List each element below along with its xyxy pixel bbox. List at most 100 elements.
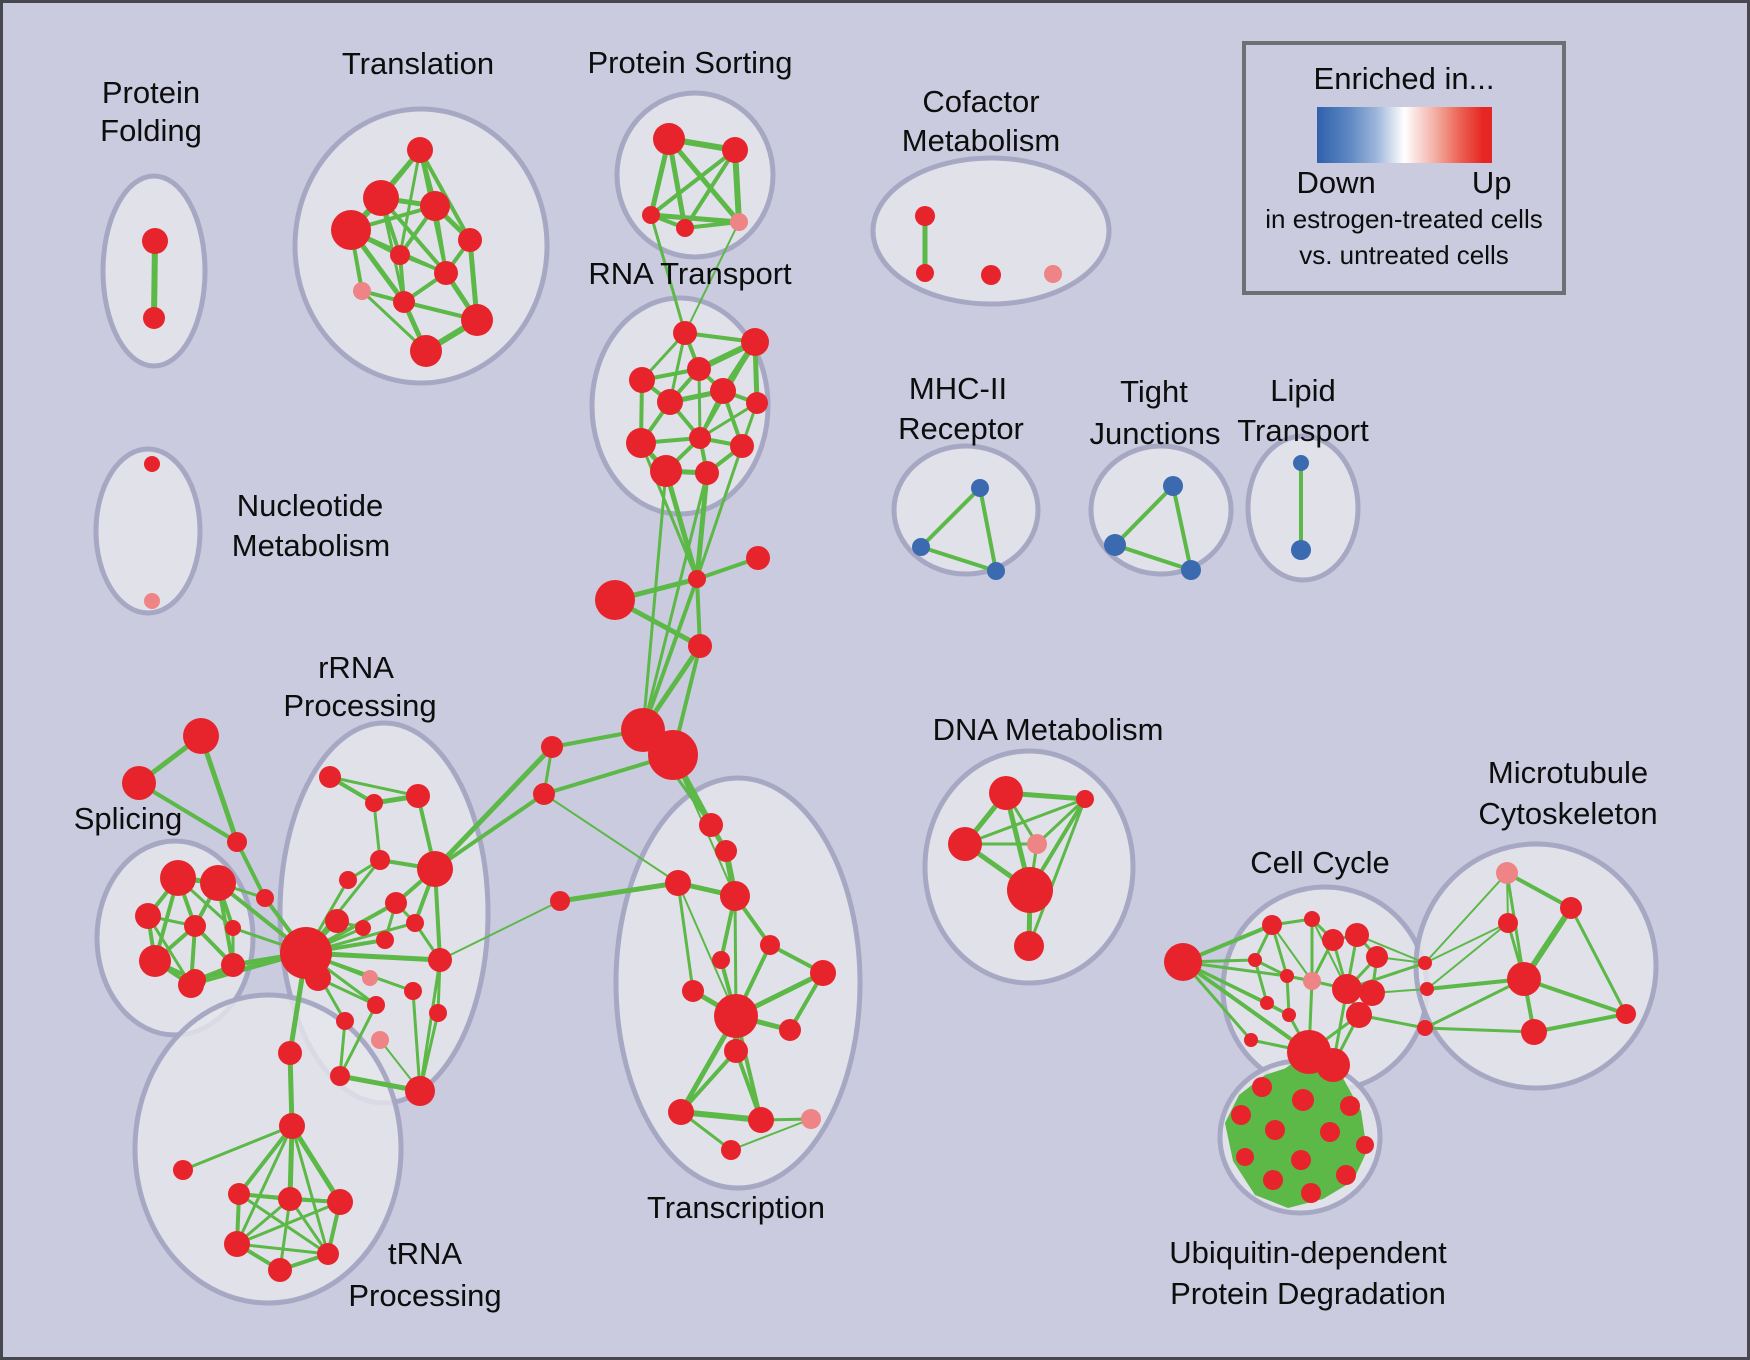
edge-sp2-sp3: [235, 840, 267, 900]
node-tx15: [721, 1140, 741, 1160]
node-tr2: [420, 191, 450, 221]
node-cc15: [1418, 956, 1432, 970]
edge-rr14-rr18: [338, 1003, 378, 1078]
node-mt5: [1616, 1004, 1636, 1024]
node-tx4: [550, 891, 570, 911]
node-lt0: [1293, 455, 1309, 471]
node-cf0: [915, 206, 935, 226]
node-rr19: [405, 1076, 435, 1106]
edge-mt3-mt5: [1522, 977, 1628, 1016]
rna-transport-label-line1: RNA Transport: [588, 256, 792, 291]
node-tj0: [1163, 476, 1183, 496]
edge-tx15-tx14: [730, 1118, 812, 1151]
node-tn3: [228, 1183, 250, 1205]
legend-down-label: Down: [1296, 165, 1376, 200]
node-rrH2: [305, 965, 331, 991]
node-tr7: [353, 282, 371, 300]
node-cc14: [1244, 1033, 1258, 1047]
node-tr4: [458, 228, 482, 252]
edge-cn0-cn4: [641, 577, 699, 732]
node-cc7: [1280, 969, 1294, 983]
edge-tx2-tx4: [557, 880, 681, 904]
edge-mt4-mt5: [1532, 1012, 1628, 1034]
node-tx11: [724, 1039, 748, 1063]
edge-rr0-rr2: [328, 775, 420, 798]
edge-mt0-mt1: [1505, 871, 1573, 910]
node-lt1: [1291, 540, 1311, 560]
node-ub0: [1252, 1077, 1272, 1097]
rrna-processing-label-line2: Processing: [283, 688, 436, 723]
protein-sorting-label-line1: Protein Sorting: [587, 45, 792, 80]
edge-cn7-tx2: [543, 793, 679, 884]
edge-mh1-mh2: [919, 545, 998, 573]
node-tj1: [1104, 534, 1126, 556]
node-rr7: [406, 914, 424, 932]
node-rr0: [319, 766, 341, 788]
protein-folding-label-line1: Protein: [102, 75, 200, 110]
dna-metabolism-label-line1: DNA Metabolism: [933, 712, 1164, 747]
edge-dm1-dm2: [963, 797, 1087, 846]
edge-mt1-mt5: [1569, 906, 1628, 1016]
node-rr1: [365, 794, 383, 812]
node-rr4: [339, 871, 357, 889]
node-dm5: [1014, 931, 1044, 961]
node-ub3: [1265, 1120, 1285, 1140]
node-cn6: [541, 736, 563, 758]
node-tx10: [779, 1019, 801, 1041]
edge-rt11-cn0: [694, 470, 710, 582]
node-dm3: [1027, 834, 1047, 854]
protein-sorting-ellipse: [614, 90, 776, 260]
node-ub4: [1320, 1122, 1340, 1142]
edge-rt9-cn0: [695, 444, 744, 581]
edge-rt11-cn4: [641, 471, 709, 732]
node-pf1: [143, 307, 165, 329]
node-rr16: [429, 1004, 447, 1022]
edge-tn1-tn3: [237, 1124, 294, 1196]
ubiquitin-degradation-label-line1: Ubiquitin-dependent: [1169, 1235, 1447, 1270]
node-mt2: [1498, 913, 1518, 933]
node-mh0: [971, 479, 989, 497]
node-cn7: [533, 783, 555, 805]
edge-tx11-tx12: [679, 1049, 738, 1114]
translation-label-line1: Translation: [342, 46, 494, 81]
edge-tn1-tn6: [235, 1124, 294, 1246]
edge-rt10-cn0: [663, 468, 700, 582]
node-nm0: [144, 456, 160, 472]
node-tr3: [331, 210, 371, 250]
edge-cc4-cc15: [1356, 934, 1426, 964]
node-tx2: [665, 870, 691, 896]
transcription-label-line1: Transcription: [647, 1190, 825, 1225]
node-tx14: [801, 1109, 821, 1129]
node-sp11: [221, 953, 245, 977]
node-cc8: [1303, 972, 1321, 990]
node-tn4: [278, 1187, 302, 1211]
node-sp5: [200, 865, 236, 901]
node-tr8: [393, 291, 415, 313]
node-sp8: [225, 920, 241, 936]
edge-rt10-cn4: [641, 469, 668, 732]
node-cc5: [1366, 946, 1388, 968]
node-ps3: [676, 219, 694, 237]
edge-dm1-dm5: [1027, 797, 1087, 948]
node-cc6: [1248, 953, 1262, 967]
legend-box: Enriched in... Down Up in estrogen-treat…: [1242, 41, 1566, 295]
node-ps2: [642, 206, 660, 224]
edge-tj1-tj2: [1113, 543, 1193, 572]
node-rr6: [385, 892, 407, 914]
node-tx1: [715, 840, 737, 862]
edge-tx2-tx8: [676, 881, 695, 993]
node-ps0: [653, 123, 685, 155]
node-mt1: [1560, 897, 1582, 919]
edge-tn1-tn5: [289, 1123, 343, 1205]
node-mh1: [912, 538, 930, 556]
node-tn5: [327, 1189, 353, 1215]
edge-ps1-ps3: [683, 148, 737, 230]
node-ub6: [1356, 1136, 1374, 1154]
trna-processing-label-line2: Processing: [348, 1278, 501, 1313]
node-ub1: [1292, 1089, 1314, 1111]
node-cn0: [688, 570, 706, 588]
edge-ps1-ps2: [649, 148, 737, 217]
node-rr15: [336, 1012, 354, 1030]
edge-rr12-tx4: [439, 900, 561, 961]
